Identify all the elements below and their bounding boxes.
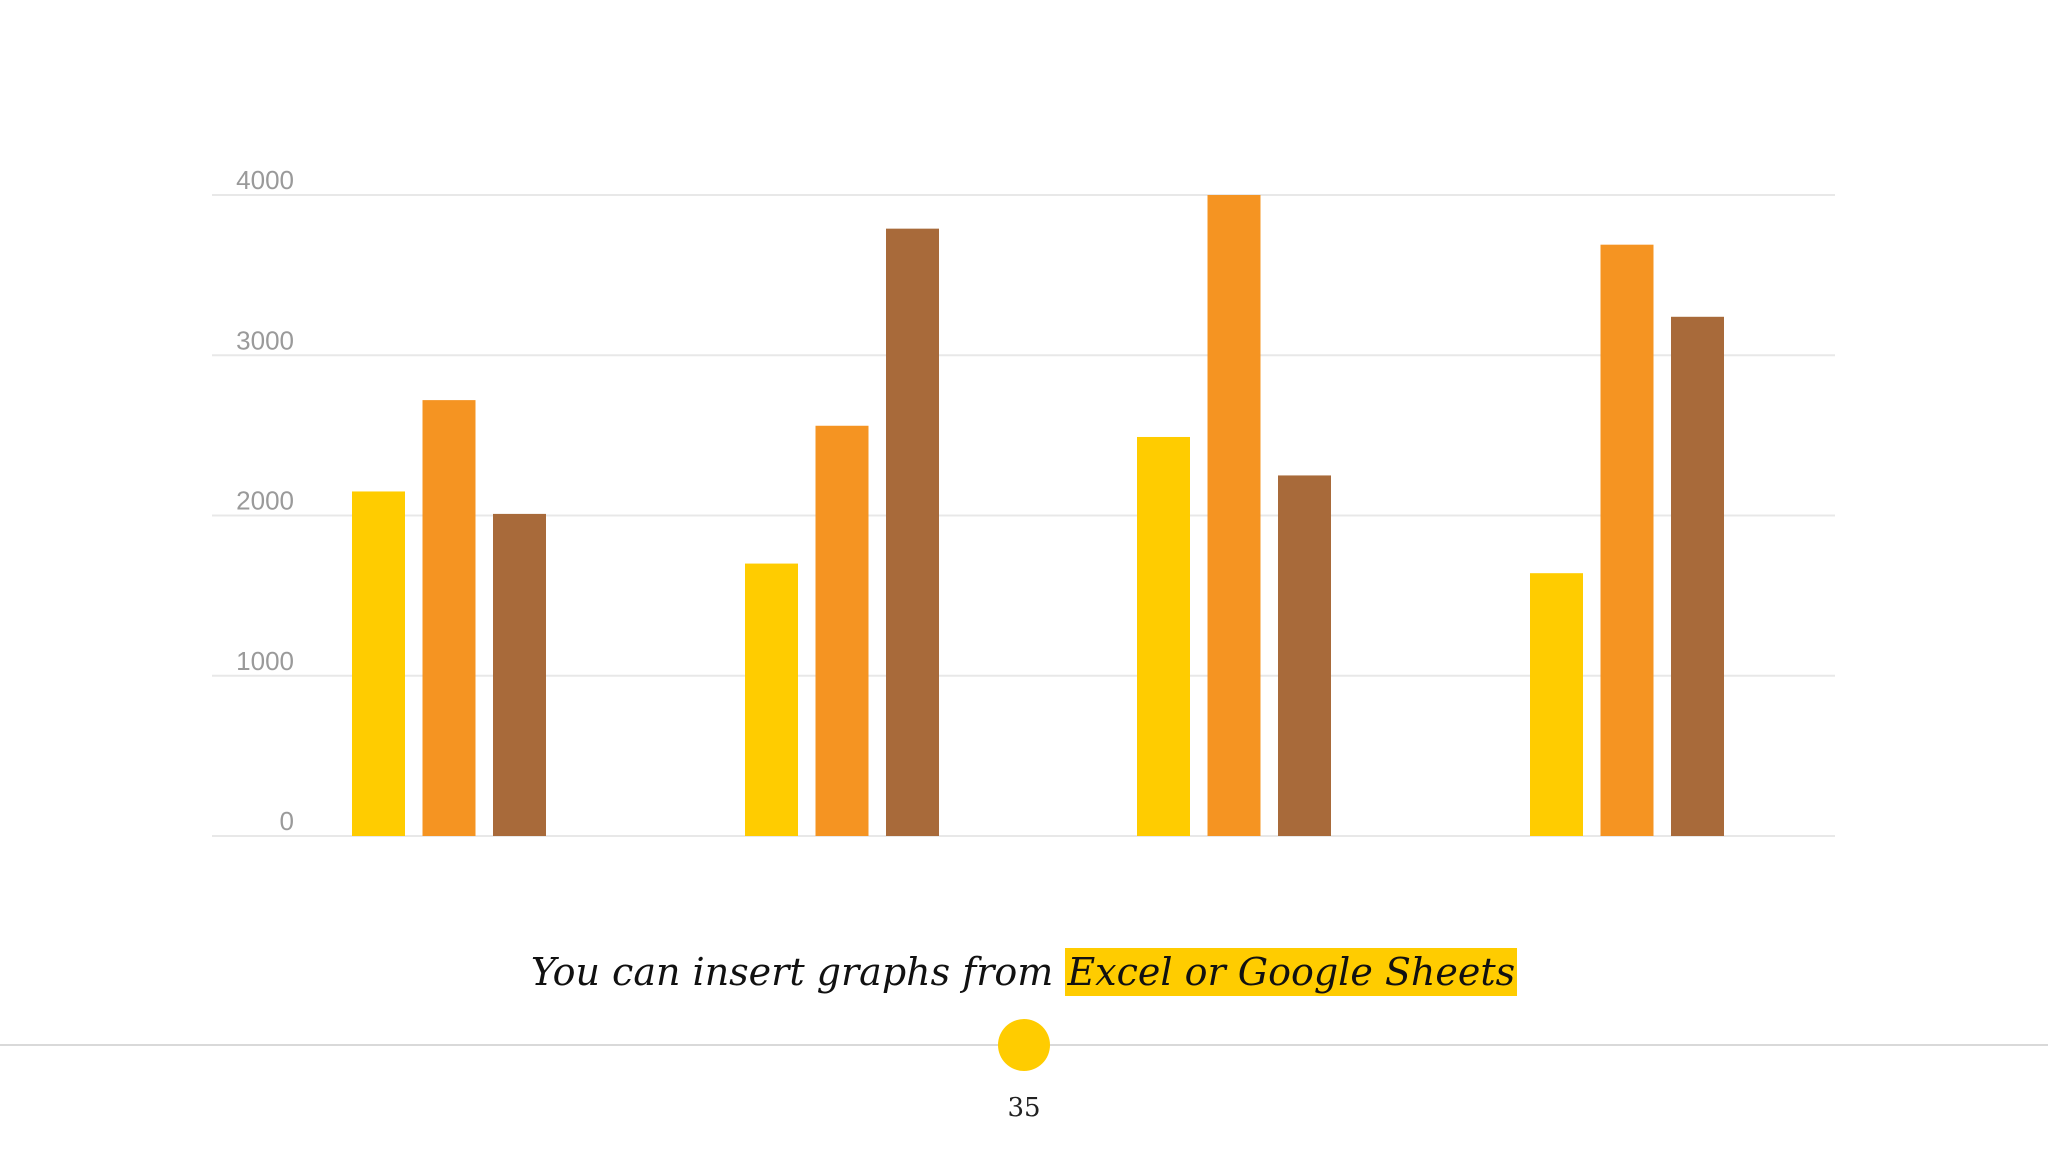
bar-series-2-group-3 xyxy=(1207,195,1261,836)
bar-series-3-group-2 xyxy=(886,228,939,837)
page-indicator-dot xyxy=(998,1019,1050,1071)
bars xyxy=(352,195,1724,837)
bar-series-3-group-4 xyxy=(1671,316,1724,836)
bar-series-1-group-3 xyxy=(1137,436,1190,836)
y-tick-label: 2000 xyxy=(236,486,294,516)
bar-series-2-group-1 xyxy=(422,400,476,836)
page-number: 35 xyxy=(1007,1093,1041,1123)
bar-series-1-group-1 xyxy=(352,491,405,836)
bar-series-3-group-3 xyxy=(1278,475,1331,836)
bar-series-3-group-1 xyxy=(493,513,546,836)
y-tick-label: 3000 xyxy=(236,325,294,355)
bar-series-2-group-2 xyxy=(815,425,869,836)
bar-series-2-group-4 xyxy=(1600,244,1654,837)
bar-chart: 0 1000 2000 3000 4000 xyxy=(212,165,1835,837)
slide-caption: You can insert graphs from Excel or Goog… xyxy=(0,948,2048,996)
bar-series-1-group-2 xyxy=(745,563,798,836)
caption-highlight: Excel or Google Sheets xyxy=(1065,948,1518,996)
bar-series-1-group-4 xyxy=(1530,573,1583,836)
y-tick-label: 1000 xyxy=(236,646,294,676)
y-tick-label: 0 xyxy=(280,806,294,836)
y-tick-label: 4000 xyxy=(236,165,294,195)
caption-text: You can insert graphs from xyxy=(530,950,1066,994)
y-axis-ticks: 0 1000 2000 3000 4000 xyxy=(236,165,294,836)
